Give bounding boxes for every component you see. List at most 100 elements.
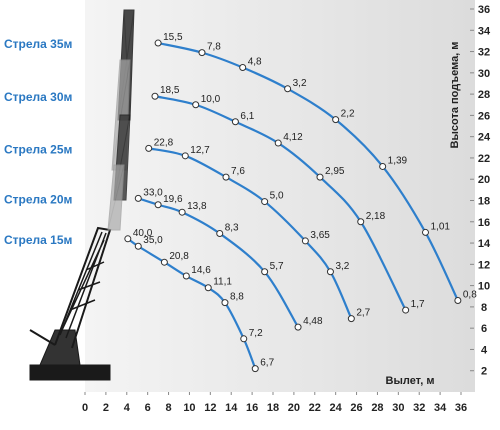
y-tick-label: 26 [478, 110, 490, 122]
point [454, 297, 462, 305]
load-label: 7,2 [249, 328, 263, 339]
y-tick-label: 28 [478, 89, 490, 101]
point [274, 139, 282, 147]
point [216, 229, 224, 237]
point [181, 152, 189, 160]
x-tick-label: 24 [330, 402, 343, 414]
load-label: 1,39 [388, 155, 408, 166]
load-label: 5,0 [270, 191, 284, 202]
point [326, 268, 334, 276]
x-tick-label: 12 [204, 402, 216, 414]
y-tick-label: 32 [478, 47, 490, 59]
load-label: 14,6 [191, 265, 211, 276]
y-tick-label: 16 [478, 217, 490, 229]
crane-illustration [29, 9, 135, 381]
boom-name: Стрела 30м [4, 90, 73, 104]
load-label: 11,1 [213, 277, 232, 288]
y-tick-label: 18 [478, 196, 490, 208]
load-label: 6,1 [240, 111, 254, 122]
load-label: 20,8 [169, 251, 189, 262]
y-tick-label: 24 [478, 132, 491, 144]
y-tick-label: 36 [478, 4, 490, 16]
load-label: 4,8 [248, 57, 262, 68]
point [198, 49, 206, 57]
point [145, 144, 153, 152]
x-tick-label: 30 [392, 402, 404, 414]
point [239, 64, 247, 72]
point [332, 116, 340, 124]
load-label: 33,0 [143, 187, 163, 198]
x-tick-label: 18 [267, 402, 279, 414]
load-label: 40,0 [133, 228, 153, 239]
x-tick-label: 6 [145, 402, 151, 414]
x-tick-label: 14 [225, 402, 238, 414]
point [192, 101, 200, 109]
point [251, 365, 259, 373]
point [154, 201, 162, 209]
y-tick-label: 30 [478, 68, 490, 80]
point [357, 218, 365, 226]
point [160, 258, 168, 266]
load-label: 12,7 [190, 145, 210, 156]
x-tick-label: 2 [103, 402, 109, 414]
point [316, 173, 324, 181]
point [421, 228, 429, 236]
point [204, 284, 212, 292]
load-label: 7,8 [207, 42, 221, 53]
load-label: 1,7 [411, 299, 425, 310]
load-label: 6,7 [260, 358, 274, 369]
load-label: 35,0 [143, 235, 163, 246]
point [222, 173, 230, 181]
y-tick-label: 14 [478, 238, 491, 250]
load-label: 15,5 [163, 32, 183, 43]
load-label: 7,6 [231, 166, 245, 177]
y-tick-label: 10 [478, 281, 490, 293]
y-tick-label: 6 [481, 323, 487, 335]
point [124, 235, 132, 243]
load-label: 4,48 [303, 316, 323, 327]
x-tick-label: 36 [455, 402, 467, 414]
point [301, 237, 309, 245]
x-axis-title: Вылет, м [386, 375, 435, 387]
point [134, 194, 142, 202]
x-tick-label: 16 [246, 402, 258, 414]
x-tick-label: 28 [371, 402, 383, 414]
y-tick-label: 4 [481, 344, 488, 356]
y-tick-label: 2 [481, 366, 487, 378]
boom-name: Стрела 25м [4, 142, 73, 156]
x-tick-label: 0 [82, 402, 88, 414]
load-label: 13,8 [187, 201, 207, 212]
load-label: 3,65 [310, 230, 330, 241]
y-axis-title: Высота подъема, м [449, 42, 461, 149]
load-label: 3,2 [335, 261, 349, 272]
x-tick-label: 34 [434, 402, 447, 414]
point [178, 208, 186, 216]
load-label: 2,95 [325, 166, 345, 177]
load-label: 3,2 [293, 78, 307, 89]
point [261, 268, 269, 276]
point [379, 162, 387, 170]
load-label: 5,7 [270, 261, 284, 272]
x-tick-label: 32 [413, 402, 425, 414]
x-tick-label: 8 [165, 402, 171, 414]
x-tick-label: 26 [350, 402, 362, 414]
point [347, 315, 355, 323]
point [294, 323, 302, 331]
point [182, 272, 190, 280]
load-label: 10,0 [201, 94, 221, 105]
load-label: 1,01 [430, 221, 450, 232]
load-label: 22,8 [154, 137, 174, 148]
point [240, 335, 248, 343]
point [402, 306, 410, 314]
load-label: 2,18 [366, 211, 386, 222]
load-label: 19,6 [163, 194, 183, 205]
load-label: 2,2 [341, 109, 355, 120]
load-label: 8,3 [225, 222, 239, 233]
boom-name: Стрела 15м [4, 233, 73, 247]
boom-name: Стрела 20м [4, 192, 73, 206]
point [231, 118, 239, 126]
y-tick-label: 8 [481, 302, 487, 314]
plot-background [85, 0, 475, 392]
load-label: 2,7 [356, 308, 370, 319]
